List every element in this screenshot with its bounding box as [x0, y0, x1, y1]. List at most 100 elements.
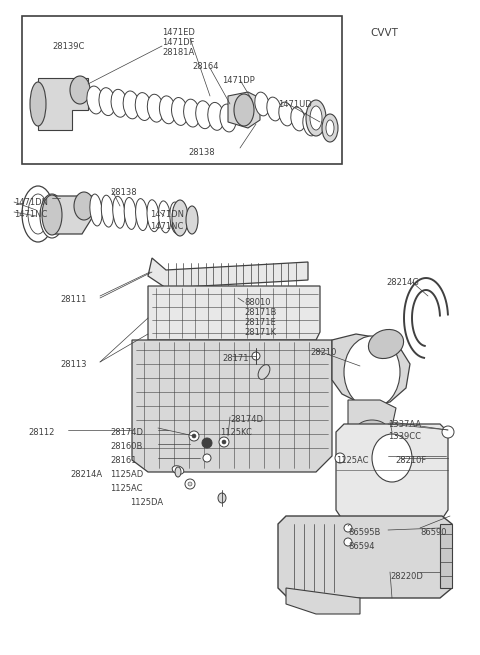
- Text: 28210F: 28210F: [395, 456, 426, 465]
- Text: 1471NC: 1471NC: [150, 222, 183, 231]
- Ellipse shape: [369, 329, 404, 358]
- Ellipse shape: [202, 438, 212, 448]
- Polygon shape: [348, 400, 396, 440]
- Ellipse shape: [344, 336, 400, 408]
- Text: 86590: 86590: [420, 528, 446, 537]
- Text: 28113: 28113: [60, 360, 86, 369]
- Text: 1337AA: 1337AA: [388, 420, 421, 429]
- Ellipse shape: [267, 97, 281, 121]
- Ellipse shape: [113, 196, 125, 228]
- Ellipse shape: [306, 100, 326, 136]
- Ellipse shape: [175, 467, 181, 477]
- Ellipse shape: [185, 479, 195, 489]
- Text: 1471ED: 1471ED: [162, 28, 195, 37]
- Ellipse shape: [208, 102, 224, 130]
- Ellipse shape: [234, 94, 254, 126]
- Text: 1471DN: 1471DN: [150, 210, 184, 219]
- Text: 1471DN: 1471DN: [14, 198, 48, 207]
- Polygon shape: [278, 516, 452, 598]
- Ellipse shape: [218, 493, 226, 503]
- Ellipse shape: [219, 437, 229, 447]
- Polygon shape: [440, 524, 452, 588]
- Ellipse shape: [303, 112, 317, 136]
- Text: 28171E: 28171E: [244, 318, 276, 327]
- Ellipse shape: [159, 96, 176, 124]
- Text: 1471DP: 1471DP: [222, 76, 255, 85]
- Ellipse shape: [147, 200, 159, 232]
- Ellipse shape: [222, 440, 226, 444]
- Ellipse shape: [74, 192, 94, 220]
- Ellipse shape: [90, 194, 102, 226]
- Ellipse shape: [189, 431, 199, 441]
- Text: 28181A: 28181A: [162, 48, 194, 57]
- Ellipse shape: [171, 98, 188, 125]
- Text: 1125KC: 1125KC: [220, 428, 252, 437]
- Ellipse shape: [147, 94, 164, 122]
- Text: 28171K: 28171K: [244, 328, 276, 337]
- Ellipse shape: [123, 91, 139, 119]
- Ellipse shape: [186, 206, 198, 234]
- Ellipse shape: [310, 106, 322, 130]
- Text: 1125DA: 1125DA: [130, 498, 163, 507]
- Ellipse shape: [135, 198, 148, 231]
- Ellipse shape: [170, 202, 182, 234]
- Text: 1471NC: 1471NC: [14, 210, 48, 219]
- Text: 1125AC: 1125AC: [110, 484, 143, 493]
- Text: 28164: 28164: [192, 62, 218, 71]
- Ellipse shape: [344, 538, 352, 546]
- Bar: [22, 16, 342, 164]
- Polygon shape: [148, 258, 308, 288]
- Ellipse shape: [192, 434, 196, 438]
- Ellipse shape: [372, 434, 412, 482]
- Ellipse shape: [326, 120, 334, 136]
- Text: 28139C: 28139C: [52, 42, 84, 51]
- Text: 1125AC: 1125AC: [336, 456, 369, 465]
- Text: 1339CC: 1339CC: [388, 432, 421, 441]
- Polygon shape: [148, 286, 320, 340]
- Polygon shape: [286, 588, 360, 614]
- Ellipse shape: [70, 76, 90, 104]
- Ellipse shape: [135, 92, 152, 121]
- Ellipse shape: [356, 420, 388, 440]
- Ellipse shape: [279, 102, 293, 126]
- Text: 86595B: 86595B: [348, 528, 380, 537]
- Text: 28171: 28171: [222, 354, 249, 363]
- Text: 1471UD: 1471UD: [278, 100, 312, 109]
- Ellipse shape: [252, 352, 260, 360]
- Ellipse shape: [258, 365, 270, 379]
- Ellipse shape: [255, 92, 269, 116]
- Ellipse shape: [22, 186, 54, 242]
- Text: 88010: 88010: [244, 298, 271, 307]
- Text: 28112: 28112: [28, 428, 54, 437]
- Text: 28174D: 28174D: [230, 415, 263, 424]
- Text: 28210: 28210: [310, 348, 336, 357]
- Polygon shape: [332, 334, 410, 406]
- Text: 1125AD: 1125AD: [110, 470, 143, 479]
- Polygon shape: [38, 78, 88, 130]
- Ellipse shape: [203, 454, 211, 462]
- Ellipse shape: [101, 195, 114, 227]
- Ellipse shape: [42, 195, 62, 235]
- Text: 28138: 28138: [188, 148, 215, 157]
- Text: 86594: 86594: [348, 542, 374, 551]
- Text: 28111: 28111: [60, 295, 86, 304]
- Text: 28214A: 28214A: [70, 470, 102, 479]
- Ellipse shape: [220, 104, 236, 132]
- Text: 28138: 28138: [110, 188, 137, 197]
- Ellipse shape: [111, 89, 127, 117]
- Ellipse shape: [335, 453, 345, 463]
- Polygon shape: [336, 424, 448, 522]
- Text: CVVT: CVVT: [370, 28, 398, 38]
- Text: 28171B: 28171B: [244, 308, 276, 317]
- Ellipse shape: [40, 194, 64, 238]
- Ellipse shape: [87, 86, 103, 114]
- Text: 28214G: 28214G: [386, 278, 419, 287]
- Text: 28161: 28161: [110, 456, 136, 465]
- Text: 28220D: 28220D: [390, 572, 423, 581]
- Polygon shape: [228, 92, 260, 128]
- Ellipse shape: [28, 194, 48, 234]
- Ellipse shape: [172, 466, 184, 474]
- Ellipse shape: [30, 82, 46, 126]
- Ellipse shape: [99, 88, 115, 115]
- Polygon shape: [52, 196, 92, 234]
